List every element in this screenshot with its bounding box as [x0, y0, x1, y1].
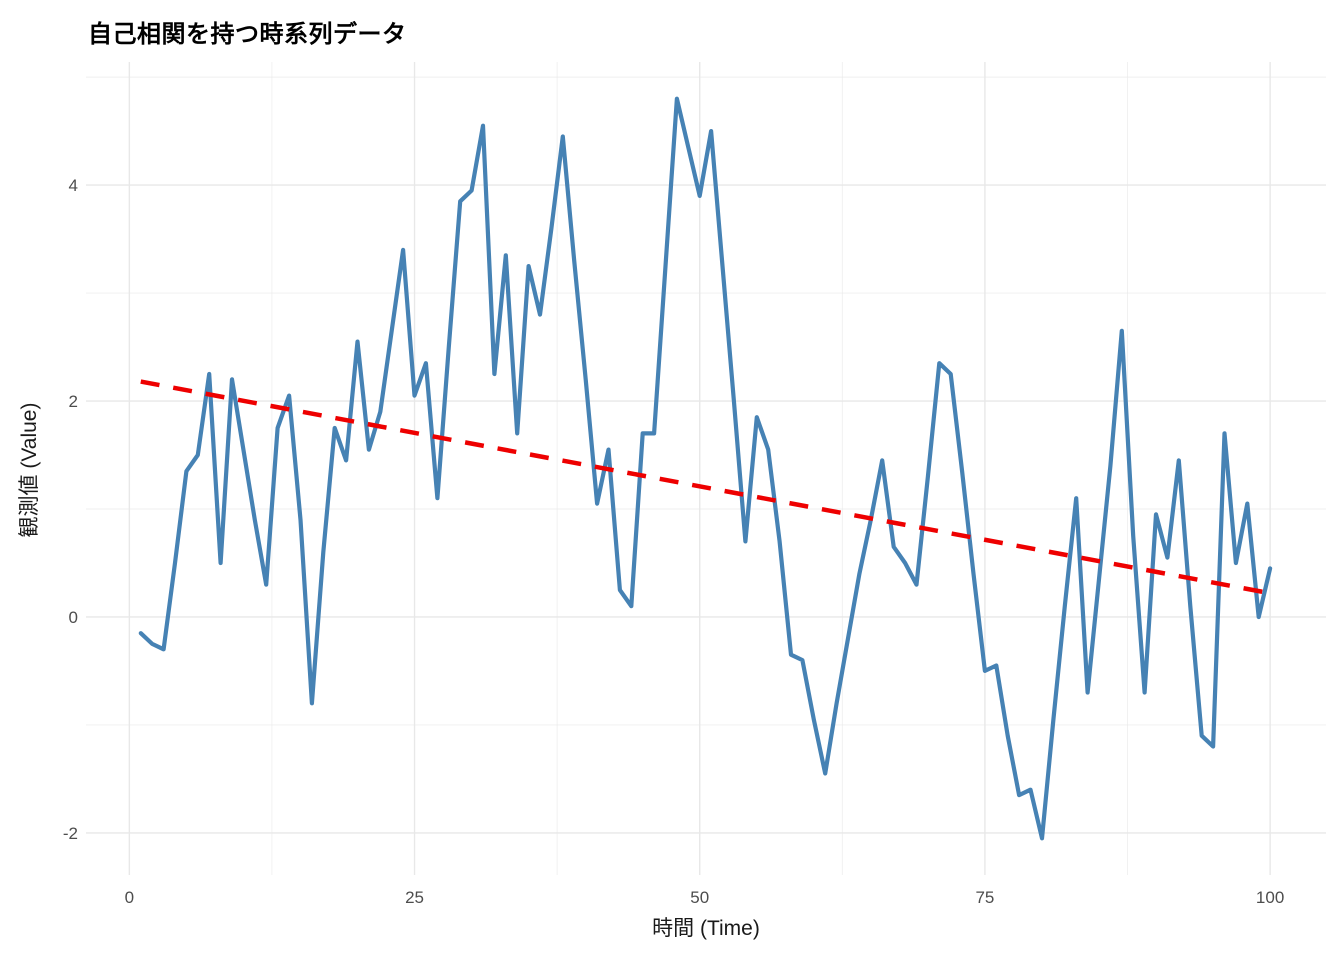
- y-tick-label: 4: [69, 176, 78, 195]
- y-axis-title: 観測値 (Value): [18, 402, 41, 538]
- x-tick-label: 100: [1256, 888, 1284, 907]
- y-tick-label: 2: [69, 392, 78, 411]
- trend-line: [140, 379, 1271, 596]
- observed-series: [138, 96, 1273, 841]
- chart-title: 自己相関を持つ時系列データ: [88, 21, 407, 48]
- x-tick-label: 0: [125, 888, 134, 907]
- x-tick-label: 50: [690, 888, 709, 907]
- x-tick-label: 25: [405, 888, 424, 907]
- x-axis-title: 時間 (Time): [652, 917, 760, 940]
- y-tick-label: 0: [69, 608, 78, 627]
- y-tick-label: -2: [63, 824, 78, 843]
- x-tick-label: 75: [975, 888, 994, 907]
